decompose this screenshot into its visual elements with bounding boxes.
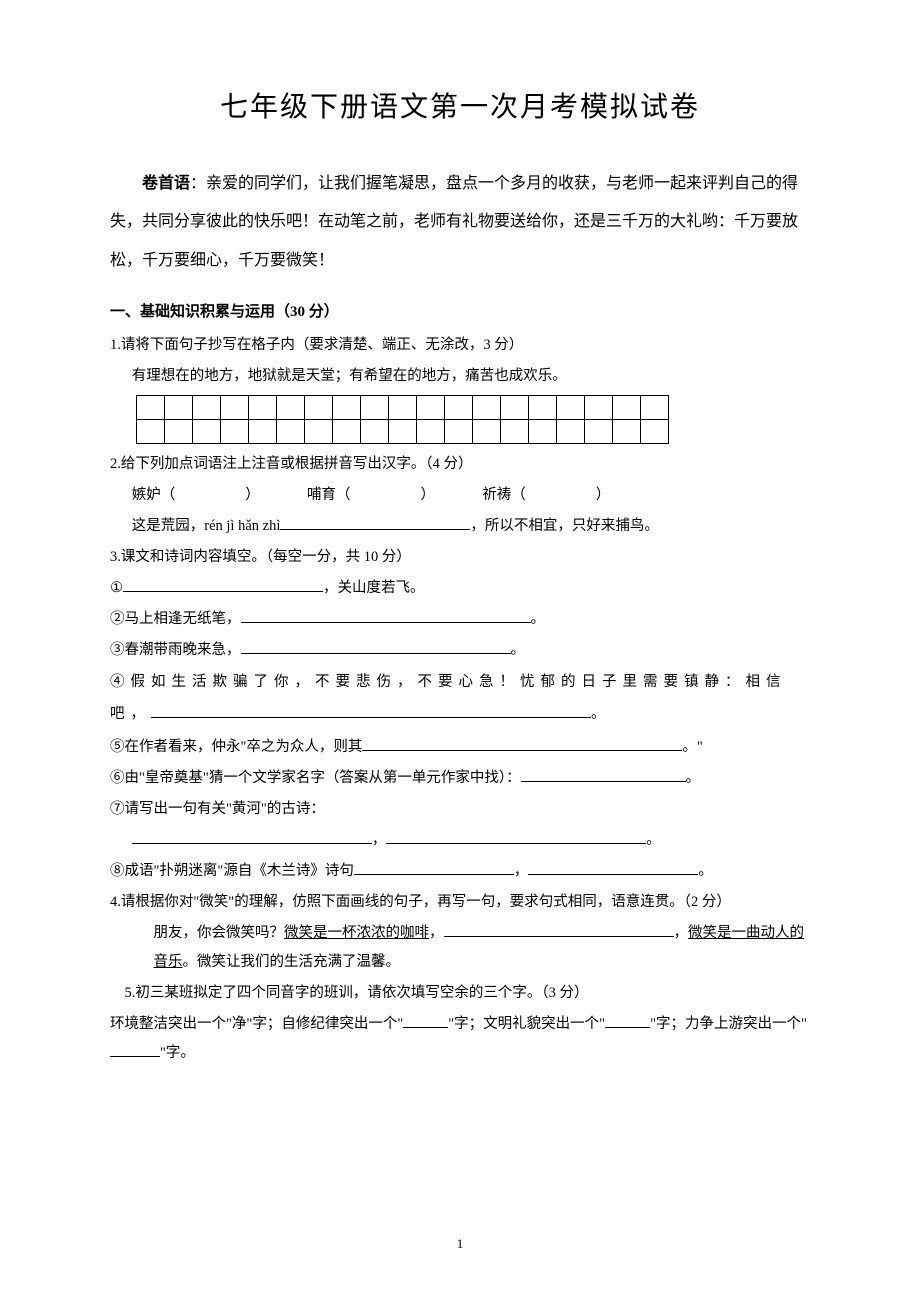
page-number: 1	[0, 1236, 920, 1252]
question-2-line2: 这是荒园，rén jì hǎn zhì，所以不相宜，只好来捕鸟。	[110, 512, 810, 541]
question-4-text: 朋友，你会微笑吗？微笑是一杯浓浓的咖啡，，微笑是一曲动人的音乐。微笑让我们的生活…	[110, 919, 810, 977]
q3-item5: ⑤在作者看来，仲永"卒之为众人，则其。"	[110, 733, 810, 762]
question-5: 5.初三某班拟定了四个同音字的班训，请依次填写空余的三个字。（3 分）	[110, 979, 810, 1008]
question-2-words: 嫉妒（） 哺育（） 祈祷（）	[110, 481, 810, 510]
q2-word3: 祈祷（	[482, 487, 526, 503]
question-2: 2.给下列加点词语注上注音或根据拼音写出汉字。（4 分）	[110, 450, 810, 479]
q3-item7-blanks: ，。	[110, 826, 810, 855]
q3-item7: ⑦请写出一句有关"黄河"的古诗：	[110, 795, 810, 824]
question-3: 3.课文和诗词内容填空。（每空一分，共 10 分）	[110, 543, 810, 572]
q3-item2: ②马上相逢无纸笔，。	[110, 605, 810, 634]
q2-word1: 嫉妒（	[132, 487, 176, 503]
q2-word2: 哺育（	[307, 487, 351, 503]
writing-grid	[136, 395, 669, 444]
q3-item4: ④假如生活欺骗了你，不要悲伤，不要心急！忧郁的日子里需要镇静：相信吧，。	[110, 667, 810, 731]
question-1-sentence: 有理想在的地方，地狱就是天堂；有希望在的地方，痛苦也成欢乐。	[110, 362, 810, 391]
section-1-heading: 一、基础知识积累与运用（30 分）	[110, 300, 810, 321]
main-title: 七年级下册语文第一次月考模拟试卷	[110, 85, 810, 125]
intro-paragraph: 卷首语：亲爱的同学们，让我们握笔凝思，盘点一个多月的收获，与老师一起来评判自己的…	[110, 165, 810, 280]
q3-item1: ①，关山度若飞。	[110, 574, 810, 603]
q3-item8: ⑧成语"扑朔迷离"源自《木兰诗》诗句，。	[110, 857, 810, 886]
q3-item6: ⑥由"皇帝奠基"猜一个文学家名字（答案从第一单元作家中找）：。	[110, 764, 810, 793]
intro-text: ：亲爱的同学们，让我们握笔凝思，盘点一个多月的收获，与老师一起来评判自己的得失，…	[110, 175, 798, 269]
question-1: 1.请将下面句子抄写在格子内（要求清楚、端正、无涂改，3 分）	[110, 331, 810, 360]
q3-item3: ③春潮带雨晚来急，。	[110, 636, 810, 665]
question-5-text: 环境整洁突出一个"净"字；自修纪律突出一个""字；文明礼貌突出一个""字；力争上…	[110, 1010, 810, 1068]
intro-label: 卷首语	[142, 175, 190, 192]
question-4: 4.请根据你对"微笑"的理解，仿照下面画线的句子，再写一句，要求句式相同，语意连…	[110, 888, 810, 917]
